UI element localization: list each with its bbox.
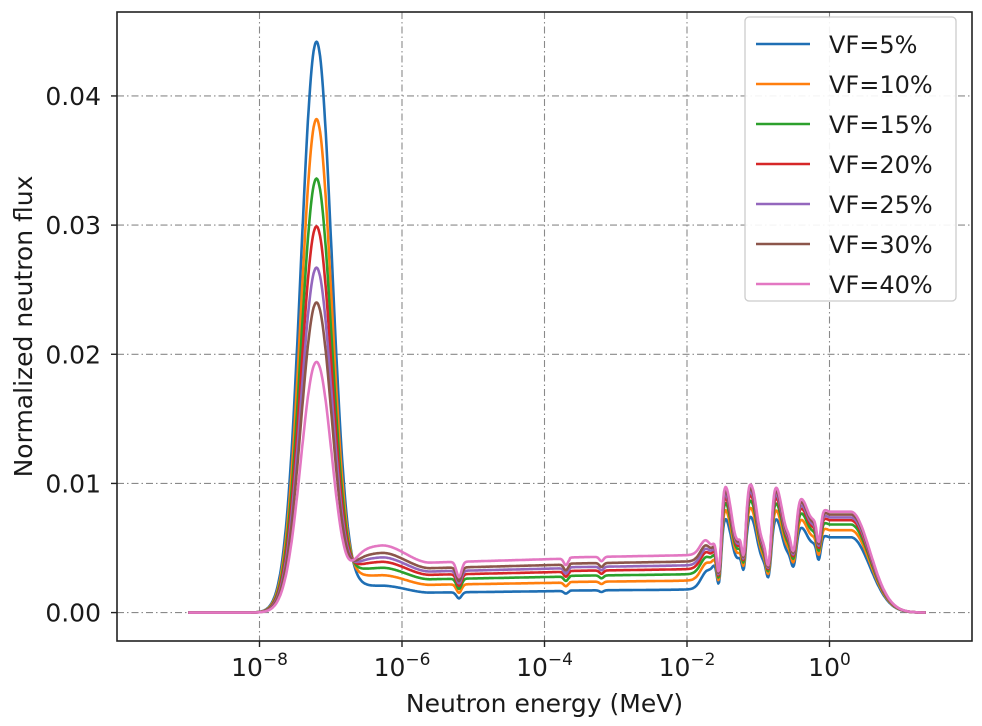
legend-label: VF=5% bbox=[829, 31, 917, 59]
x-tick-label: 10−8 bbox=[231, 650, 288, 682]
series-line bbox=[187, 40, 927, 614]
legend-label: VF=20% bbox=[829, 151, 933, 179]
legend-label: VF=15% bbox=[829, 111, 933, 139]
y-tick-label: 0.04 bbox=[45, 82, 101, 111]
y-axis-ticks: 0.00 0.01 0.02 0.03 0.04 bbox=[45, 82, 117, 628]
series-lines bbox=[187, 40, 927, 614]
series-line bbox=[187, 266, 927, 614]
x-tick-label: 100 bbox=[808, 650, 851, 682]
series-line bbox=[187, 360, 927, 614]
y-tick-label: 0.03 bbox=[45, 211, 101, 240]
series-line bbox=[187, 301, 927, 614]
y-tick-label: 0.00 bbox=[45, 599, 101, 628]
y-tick-label: 0.01 bbox=[45, 469, 101, 498]
legend-box bbox=[744, 16, 957, 302]
x-tick-label: 10−2 bbox=[659, 650, 716, 682]
series-line bbox=[187, 177, 927, 614]
y-axis-label: Normalized neutron flux bbox=[9, 176, 38, 478]
legend-label: VF=30% bbox=[829, 231, 933, 259]
x-axis-label: Neutron energy (MeV) bbox=[406, 689, 683, 718]
x-tick-label: 10−6 bbox=[374, 650, 431, 682]
series-line bbox=[187, 225, 927, 614]
legend: VF=5% VF=10% VF=15% VF=20% VF=25% VF=30% VF=40… bbox=[744, 16, 957, 302]
y-tick-label: 0.02 bbox=[45, 340, 101, 369]
legend-label: VF=40% bbox=[829, 271, 933, 299]
legend-label: VF=25% bbox=[829, 191, 933, 219]
series-line bbox=[187, 117, 927, 614]
x-tick-label: 10−4 bbox=[516, 650, 573, 682]
legend-label: VF=10% bbox=[829, 71, 933, 99]
x-axis-ticks: 10−8 10−6 10−4 10−2 100 bbox=[231, 641, 851, 682]
